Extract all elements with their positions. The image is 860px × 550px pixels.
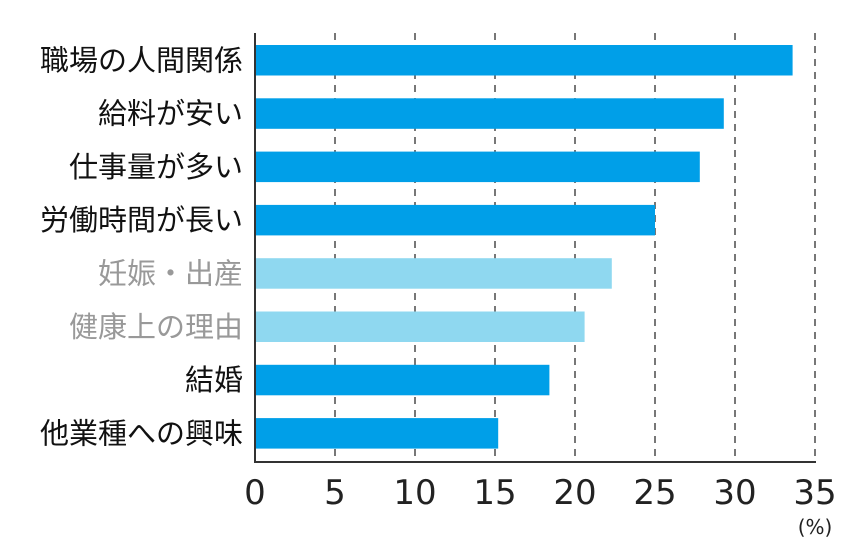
category-label: 妊娠・出産 <box>98 256 243 290</box>
x-tick-label: 25 <box>633 473 676 513</box>
x-tick-label: 10 <box>393 473 436 513</box>
bar <box>255 364 550 396</box>
bar <box>255 98 724 129</box>
x-tick-label: 20 <box>553 473 596 513</box>
x-tick-label: 35 <box>793 473 836 513</box>
category-label: 結婚 <box>185 363 243 397</box>
bar <box>255 204 655 236</box>
x-tick-label: 30 <box>713 473 756 513</box>
x-tick-label: 0 <box>244 473 266 513</box>
bar <box>255 258 612 289</box>
category-label: 仕事量が多い <box>69 150 243 184</box>
bar <box>255 311 585 342</box>
x-tick-label: 5 <box>324 473 346 513</box>
bar <box>255 45 793 76</box>
bar <box>255 418 499 449</box>
category-label: 他業種への興味 <box>40 416 243 450</box>
category-label: 労働時間が長い <box>40 203 243 237</box>
category-label: 職場の人間関係 <box>40 43 243 77</box>
category-label: 健康上の理由 <box>69 310 243 344</box>
x-tick-label: 15 <box>473 473 516 513</box>
bar <box>255 151 700 183</box>
category-label: 給料が安い <box>98 97 243 131</box>
x-unit-label: (%) <box>798 515 833 539</box>
